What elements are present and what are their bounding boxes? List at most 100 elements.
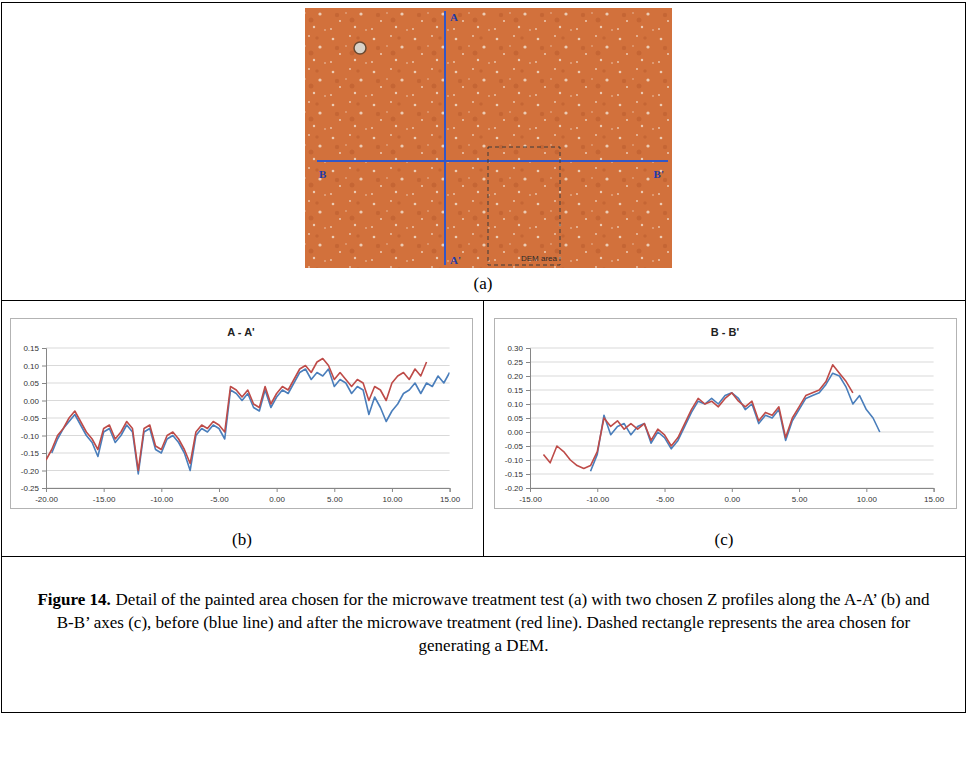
axis-marker-label: A: [450, 11, 458, 23]
tick: -0.25: [21, 484, 46, 493]
tick: -15.00: [93, 488, 116, 504]
tick: -0.10: [505, 456, 530, 465]
grid-line: [530, 348, 934, 349]
series-line: [46, 359, 427, 471]
tick: 0.00: [23, 397, 46, 406]
tick-label: -0.10: [21, 432, 40, 441]
tick-label: 0.10: [23, 362, 39, 371]
tick-mark: [526, 432, 530, 433]
chart: A - A'0.150.100.050.00-0.05-0.10-0.15-0.…: [11, 319, 473, 509]
tick: 0.05: [507, 414, 530, 423]
tick-label: 0.10: [507, 400, 523, 409]
axis-line: [47, 489, 451, 493]
tick: -0.15: [21, 449, 46, 458]
axis-marker-label: B: [319, 168, 327, 180]
caption-label: Figure 14.: [37, 590, 110, 609]
tick-label: -20.00: [35, 495, 58, 504]
grid-line: [46, 348, 450, 349]
tick-mark: [526, 348, 530, 349]
tick-mark: [42, 383, 46, 384]
tick-label: -15.00: [93, 495, 116, 504]
tick-mark: [526, 404, 530, 405]
plot-area: [543, 365, 879, 471]
tick-mark: [526, 488, 530, 489]
grid: [530, 348, 934, 488]
y-axis: 0.150.100.050.00-0.05-0.10-0.15-0.20-0.2…: [21, 344, 47, 493]
tick-mark: [334, 488, 335, 492]
tick-mark: [104, 488, 105, 492]
tick: 0.30: [507, 344, 530, 353]
tick-mark: [42, 436, 46, 437]
axis-marker-label: B': [654, 168, 664, 180]
tick: 10.00: [857, 488, 878, 504]
tick-label: 15.00: [924, 495, 945, 504]
tick-mark: [42, 418, 46, 419]
table-rule: [483, 301, 484, 557]
tick-mark: [219, 488, 220, 492]
plot-area: [46, 359, 450, 475]
chart-title: B - B': [711, 326, 740, 338]
axis-line: [526, 349, 531, 489]
tick-mark: [732, 488, 733, 492]
tick-label: 0.15: [23, 344, 39, 353]
grid-line: [530, 432, 934, 433]
tick-label: 5.00: [327, 495, 343, 504]
tick-mark: [526, 474, 530, 475]
panel-label: (c): [715, 530, 734, 549]
tick-label: -10.00: [586, 495, 609, 504]
series-line: [591, 373, 880, 471]
tick: -0.05: [505, 442, 530, 451]
tick-mark: [526, 362, 530, 363]
tick: 10.00: [382, 488, 403, 504]
tick-label: 5.00: [792, 495, 808, 504]
photo-surface: [305, 8, 672, 268]
grid-line: [530, 376, 934, 377]
tick-mark: [526, 460, 530, 461]
tick-label: 0.00: [507, 428, 523, 437]
tick-mark: [392, 488, 393, 492]
tick-mark: [277, 488, 278, 492]
x-axis: -20.00-15.00-10.00-5.000.005.0010.0015.0…: [35, 488, 460, 504]
x-axis: -15.00-10.00-5.000.005.0010.0015.00: [519, 488, 944, 504]
panel-label: (b): [232, 530, 252, 549]
tick: -20.00: [35, 488, 58, 504]
axis-marker-label: A': [450, 254, 461, 266]
chart-border: [495, 319, 957, 509]
tick-label: -0.20: [505, 484, 524, 493]
grid-line: [530, 474, 934, 475]
tick-mark: [866, 488, 867, 492]
grid-line: [530, 362, 934, 363]
tick: 0.00: [725, 488, 741, 504]
tick-label: -10.00: [150, 495, 173, 504]
tick: 0.15: [507, 386, 530, 395]
tick: 0.25: [507, 358, 530, 367]
grid-line: [530, 390, 934, 391]
profile-axis: [317, 160, 668, 162]
tick-label: 0.15: [507, 386, 523, 395]
tick-label: -15.00: [519, 495, 542, 504]
tick-label: 0.00: [23, 397, 39, 406]
grid-line: [46, 470, 450, 471]
grid: [46, 348, 450, 488]
tick-label: 0.05: [23, 379, 39, 388]
tick-mark: [42, 453, 46, 454]
table-frame: [2, 3, 966, 713]
tick-mark: [46, 488, 47, 492]
panel-label: (a): [474, 274, 493, 293]
tick-label: 0.00: [269, 495, 285, 504]
tick: 0.20: [507, 372, 530, 381]
photo: AA'BB'DEM area: [305, 8, 672, 268]
tick: -0.05: [21, 414, 46, 423]
tick: -10.00: [586, 488, 609, 504]
tick: 0.10: [507, 400, 530, 409]
tick-mark: [530, 488, 531, 492]
tick: 0.10: [23, 362, 46, 371]
tick-mark: [665, 488, 666, 492]
tick-mark: [42, 348, 46, 349]
axis-line: [531, 489, 935, 493]
tick-mark: [526, 446, 530, 447]
tick-label: -0.15: [21, 449, 40, 458]
tick-mark: [799, 488, 800, 492]
grid-line: [530, 446, 934, 447]
profile-axis: [444, 11, 446, 265]
